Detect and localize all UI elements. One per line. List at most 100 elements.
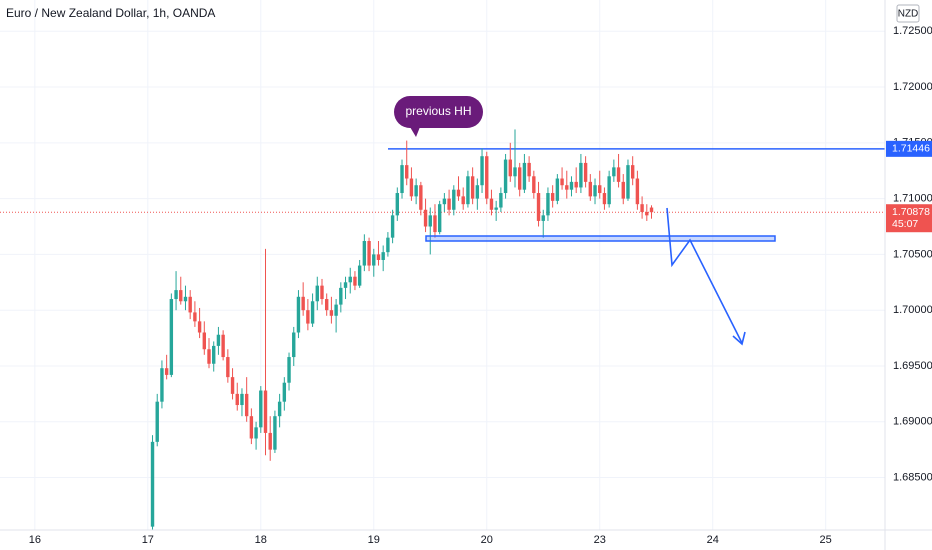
candle-body <box>263 390 268 433</box>
candle-body <box>588 181 593 197</box>
x-tick-label: 19 <box>368 534 380 546</box>
chart-title: Euro / New Zealand Dollar, 1h, OANDA <box>6 6 215 20</box>
candle-body <box>315 285 319 302</box>
candle-body <box>612 167 616 177</box>
y-tick-label: 1.70000 <box>893 304 932 316</box>
annotation: previous HH <box>405 104 471 118</box>
currency: NZD <box>898 9 919 20</box>
candle-body <box>216 334 221 346</box>
candle-body <box>240 393 244 406</box>
y-tick-label: 1.69500 <box>893 360 932 372</box>
candle-body <box>513 167 517 177</box>
candle-body <box>475 185 480 199</box>
candle-body <box>630 165 635 179</box>
x-tick-label: 25 <box>820 534 832 546</box>
candle-body <box>452 189 456 210</box>
candle-body <box>461 196 465 205</box>
candle-body <box>494 207 498 210</box>
candle-body <box>456 189 461 197</box>
candle-body <box>565 185 569 190</box>
candle-body <box>414 185 418 197</box>
x-tick-label: 17 <box>142 534 154 546</box>
candle-body <box>174 290 178 300</box>
x-tick-label: 24 <box>707 534 719 546</box>
candle-body <box>442 198 447 205</box>
candle-body <box>155 401 159 442</box>
candle-body <box>249 416 254 439</box>
candle-body <box>244 393 249 417</box>
candle-body <box>640 204 644 212</box>
x-tick-label: 18 <box>255 534 267 546</box>
candle-body <box>160 368 164 402</box>
candle-body <box>367 241 371 266</box>
candle-body <box>527 162 531 177</box>
candle-body <box>536 193 541 221</box>
candle-body <box>602 193 607 205</box>
countdown: 45:07 <box>892 218 918 230</box>
candle-body <box>164 368 169 375</box>
candle-body <box>334 304 338 316</box>
candle-body <box>598 185 602 194</box>
candle-body <box>376 254 381 260</box>
support-zone <box>425 235 776 242</box>
candle-body <box>593 185 597 197</box>
arrow-head <box>732 331 746 346</box>
projection-arrow <box>666 207 743 344</box>
candle-body <box>386 237 390 253</box>
candle-body <box>574 181 578 188</box>
candle-body <box>546 193 550 216</box>
candle-body <box>259 390 263 428</box>
candle-body <box>649 207 654 213</box>
candle-body <box>485 156 489 199</box>
price-label: 1.71446 <box>892 143 930 155</box>
candle-body <box>499 193 503 208</box>
y-tick-label: 1.70500 <box>893 248 932 260</box>
candle-body <box>433 215 437 233</box>
candle-body <box>183 296 188 302</box>
candle-body <box>230 377 235 394</box>
candle-body <box>169 299 174 375</box>
candle-body <box>296 296 301 333</box>
candle-body <box>635 178 640 205</box>
candle-body <box>320 285 324 300</box>
candle-body <box>221 334 225 358</box>
candle-body <box>306 310 310 324</box>
candle-body <box>541 215 545 221</box>
candle-body <box>405 165 409 179</box>
candle-body <box>437 204 442 233</box>
candle-body <box>470 176 475 199</box>
price-label-box <box>886 204 932 233</box>
candle-body <box>560 178 564 186</box>
candle-body <box>381 252 385 260</box>
candle-body <box>508 159 512 177</box>
candle-body <box>348 276 352 283</box>
candle-body <box>480 156 484 186</box>
candle-body <box>207 349 211 364</box>
currency-box <box>896 4 920 23</box>
candle-body <box>616 167 621 182</box>
x-tick-label: 23 <box>594 534 606 546</box>
candle-body <box>150 441 155 527</box>
candle-body <box>292 332 296 358</box>
candle-body <box>179 290 183 302</box>
candle-body <box>583 162 588 182</box>
candle-body <box>235 393 239 406</box>
candle-body <box>626 165 630 199</box>
candles <box>150 129 654 530</box>
candle-body <box>395 193 400 216</box>
y-tick-label: 1.69000 <box>893 416 932 428</box>
candle-body <box>607 176 611 205</box>
levels <box>0 148 885 213</box>
candle-body <box>287 357 291 383</box>
candle-body <box>324 299 329 311</box>
candle-body <box>489 198 494 210</box>
candle-body <box>555 178 560 201</box>
candle-body <box>301 296 305 311</box>
candle-body <box>390 215 395 238</box>
candle-body <box>522 162 527 190</box>
candle-body <box>503 159 508 194</box>
annotation-pointer <box>410 127 420 137</box>
candle-body <box>621 181 625 199</box>
